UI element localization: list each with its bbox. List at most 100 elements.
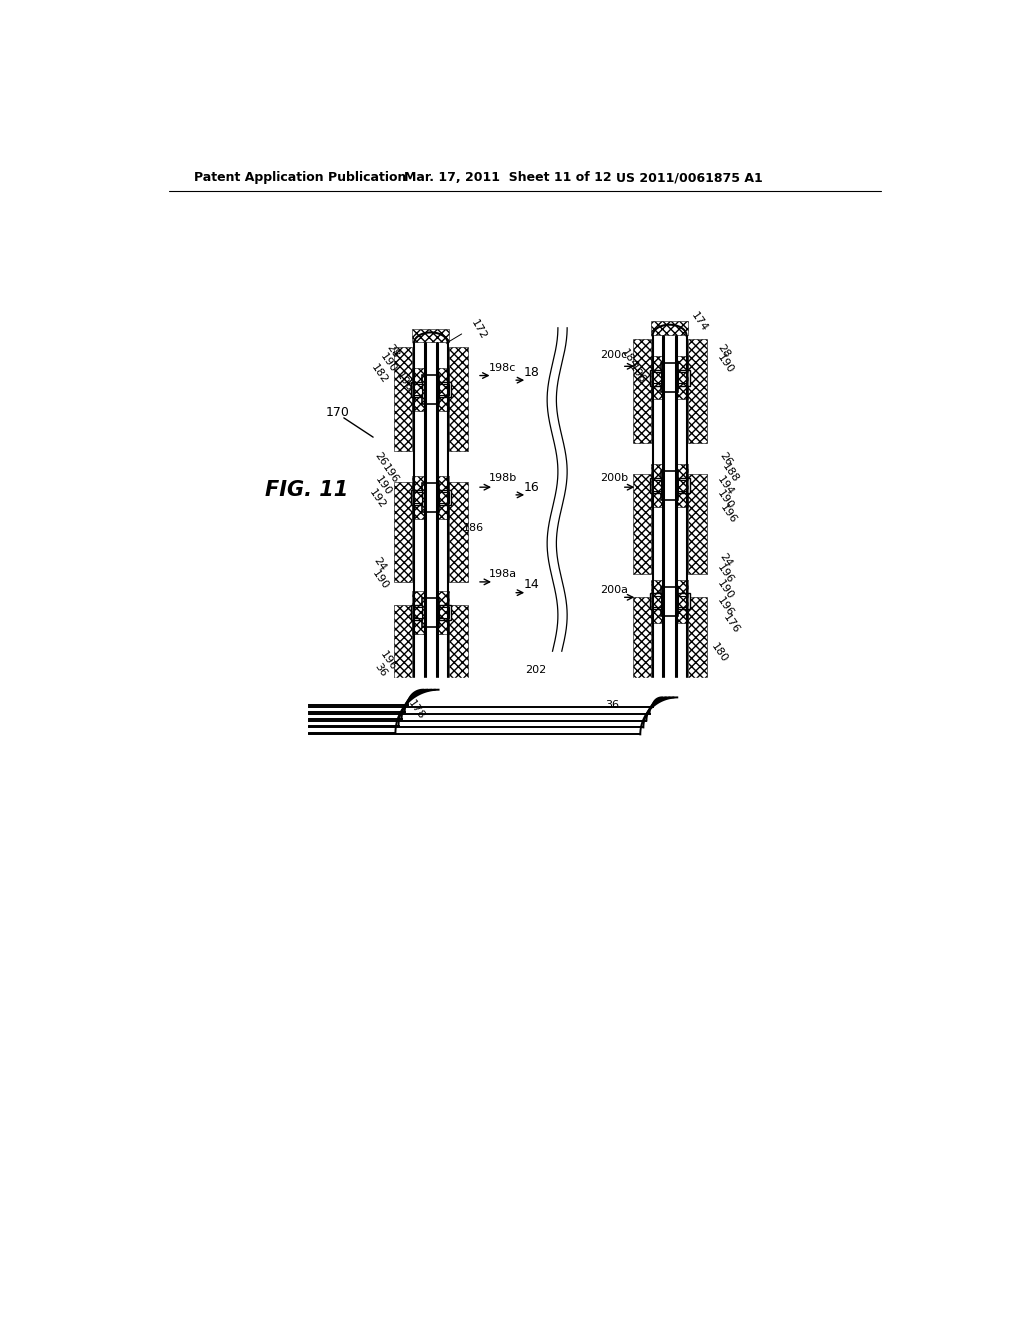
Bar (230, 797, 878, 821)
Text: 202: 202 (525, 665, 547, 676)
Bar (230, 771, 307, 825)
Text: 192: 192 (367, 487, 387, 511)
Text: 196: 196 (716, 562, 736, 586)
Bar (652, 595, 662, 607)
Bar (226, 767, 311, 829)
Text: Patent Application Publication: Patent Application Publication (195, 172, 407, 185)
Bar (413, 492, 422, 503)
Bar (662, 363, 678, 392)
Bar (439, 381, 451, 397)
Text: 36: 36 (605, 700, 620, 710)
Text: 196: 196 (378, 649, 398, 672)
Text: 170: 170 (326, 407, 349, 418)
Text: 200c: 200c (600, 350, 628, 360)
Bar (662, 471, 678, 500)
Bar (652, 480, 662, 491)
Bar (437, 475, 450, 519)
Bar (450, 347, 468, 451)
Text: 196: 196 (718, 503, 738, 525)
Text: 24: 24 (371, 556, 387, 573)
Bar (439, 490, 451, 506)
Text: 14: 14 (523, 578, 539, 591)
Bar (676, 465, 688, 507)
Bar (678, 372, 687, 383)
Text: 200b: 200b (600, 473, 629, 483)
Bar (439, 384, 449, 395)
Text: 190: 190 (373, 474, 393, 498)
Bar (678, 480, 687, 491)
Bar (678, 595, 687, 607)
Bar (649, 478, 662, 494)
Text: 28: 28 (384, 342, 400, 359)
Text: 18: 18 (523, 366, 539, 379)
Bar (422, 598, 439, 627)
Bar (307, 803, 724, 822)
Bar (688, 474, 707, 574)
Bar (450, 605, 468, 705)
Bar (413, 607, 422, 618)
Text: 190: 190 (716, 352, 736, 375)
Text: 28: 28 (716, 342, 731, 359)
Bar (649, 370, 662, 385)
Text: 186: 186 (463, 523, 484, 533)
Bar (678, 370, 689, 385)
Bar (633, 474, 651, 574)
Bar (226, 697, 311, 759)
Bar (394, 482, 413, 582)
Text: 190: 190 (371, 568, 391, 591)
Text: 26: 26 (373, 450, 389, 467)
Bar (413, 368, 425, 411)
Bar (678, 478, 689, 494)
Bar (652, 372, 662, 383)
Bar (649, 594, 662, 609)
Text: 172: 172 (469, 318, 488, 342)
Bar (413, 475, 425, 519)
Bar (411, 605, 422, 620)
Text: 188: 188 (720, 461, 740, 484)
Bar (422, 483, 439, 512)
Bar (230, 822, 878, 836)
Bar (688, 597, 707, 701)
Text: 180: 180 (710, 642, 730, 664)
Text: US 2011/0061875 A1: US 2011/0061875 A1 (615, 172, 763, 185)
Bar (411, 490, 422, 506)
Bar (651, 321, 688, 335)
Bar (437, 368, 450, 411)
Text: 196: 196 (394, 370, 414, 393)
Bar (394, 605, 413, 705)
Text: 190: 190 (716, 488, 736, 511)
Bar (230, 701, 307, 755)
Text: 190: 190 (716, 578, 736, 601)
Bar (688, 339, 707, 444)
Text: 190: 190 (378, 351, 398, 374)
Text: 194: 194 (716, 474, 736, 498)
Bar (633, 339, 651, 444)
Bar (678, 594, 689, 609)
Text: 176: 176 (721, 612, 741, 636)
Bar (662, 586, 678, 615)
Bar (307, 803, 724, 822)
Text: 182: 182 (369, 363, 389, 385)
Bar (651, 579, 664, 623)
Bar (633, 597, 651, 701)
Text: 196: 196 (716, 595, 736, 618)
Bar (676, 579, 688, 623)
Text: 200a: 200a (600, 585, 629, 594)
Bar (676, 356, 688, 400)
Text: FIG. 11: FIG. 11 (265, 479, 348, 499)
Bar (651, 356, 664, 400)
Bar (450, 482, 468, 582)
Bar (439, 607, 449, 618)
Text: Mar. 17, 2011  Sheet 11 of 12: Mar. 17, 2011 Sheet 11 of 12 (403, 172, 611, 185)
Text: 24: 24 (718, 552, 734, 569)
Bar (413, 329, 450, 342)
Text: 26: 26 (718, 450, 734, 467)
Text: 184: 184 (620, 347, 640, 370)
Bar (422, 375, 439, 404)
Bar (651, 465, 664, 507)
Bar (394, 347, 413, 451)
Text: 198c: 198c (488, 363, 516, 372)
Bar (439, 605, 451, 620)
Text: 198b: 198b (488, 473, 517, 483)
Text: 196: 196 (381, 462, 401, 486)
